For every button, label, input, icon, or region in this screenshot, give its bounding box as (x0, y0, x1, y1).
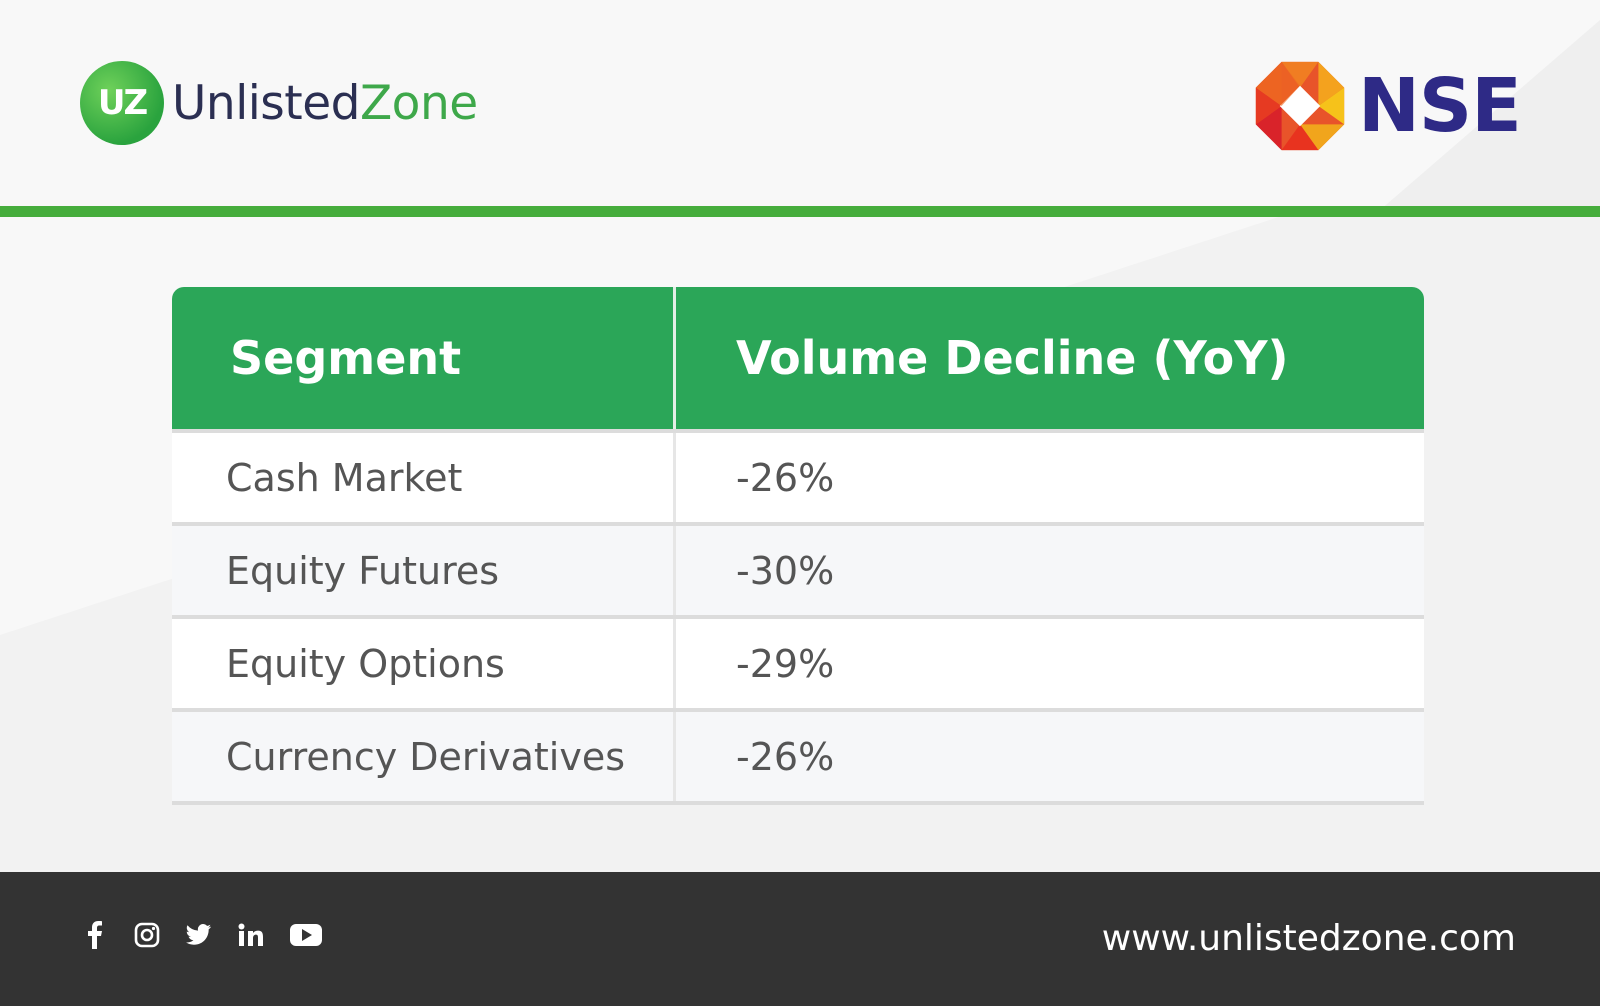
social-links (82, 920, 348, 950)
wordmark-part-zone: Zone (359, 75, 478, 131)
nse-emblem-icon (1255, 61, 1345, 151)
table-row: Equity Options -29% (172, 615, 1424, 708)
cell-segment: Equity Options (172, 619, 676, 708)
header-volume-decline: Volume Decline (YoY) (736, 331, 1289, 385)
cell-decline: -26% (736, 455, 835, 500)
cell-segment: Currency Derivatives (172, 712, 676, 801)
twitter-icon[interactable] (186, 920, 212, 950)
cell-decline: -29% (736, 641, 835, 686)
table-row: Cash Market -26% (172, 429, 1424, 522)
green-divider (0, 206, 1600, 217)
unlistedzone-wordmark: UnlistedZone (172, 76, 478, 131)
linkedin-icon[interactable] (238, 920, 264, 950)
footer (0, 872, 1600, 1006)
cell-segment: Equity Futures (172, 526, 676, 615)
volume-decline-table: Segment Volume Decline (YoY) Cash Market… (172, 287, 1424, 805)
instagram-icon[interactable] (134, 920, 160, 950)
table-header: Segment Volume Decline (YoY) (172, 287, 1424, 429)
header-segment: Segment (172, 287, 676, 429)
nse-logo: NSE (1254, 60, 1522, 152)
table-row: Currency Derivatives -26% (172, 708, 1424, 805)
facebook-icon[interactable] (82, 920, 108, 950)
website-link[interactable]: www.unlistedzone.com (1101, 918, 1516, 959)
unlistedzone-logo: UZ UnlistedZone (80, 60, 478, 146)
uz-badge-icon: UZ (80, 61, 164, 145)
cell-decline: -26% (736, 734, 835, 779)
wordmark-part-unlisted: Unlisted (172, 75, 360, 131)
cell-segment: Cash Market (172, 433, 676, 522)
youtube-icon[interactable] (290, 920, 322, 950)
nse-wordmark: NSE (1358, 63, 1522, 149)
cell-decline: -30% (736, 548, 835, 593)
header: UZ UnlistedZone NSE (0, 0, 1600, 210)
table-row: Equity Futures -30% (172, 522, 1424, 615)
